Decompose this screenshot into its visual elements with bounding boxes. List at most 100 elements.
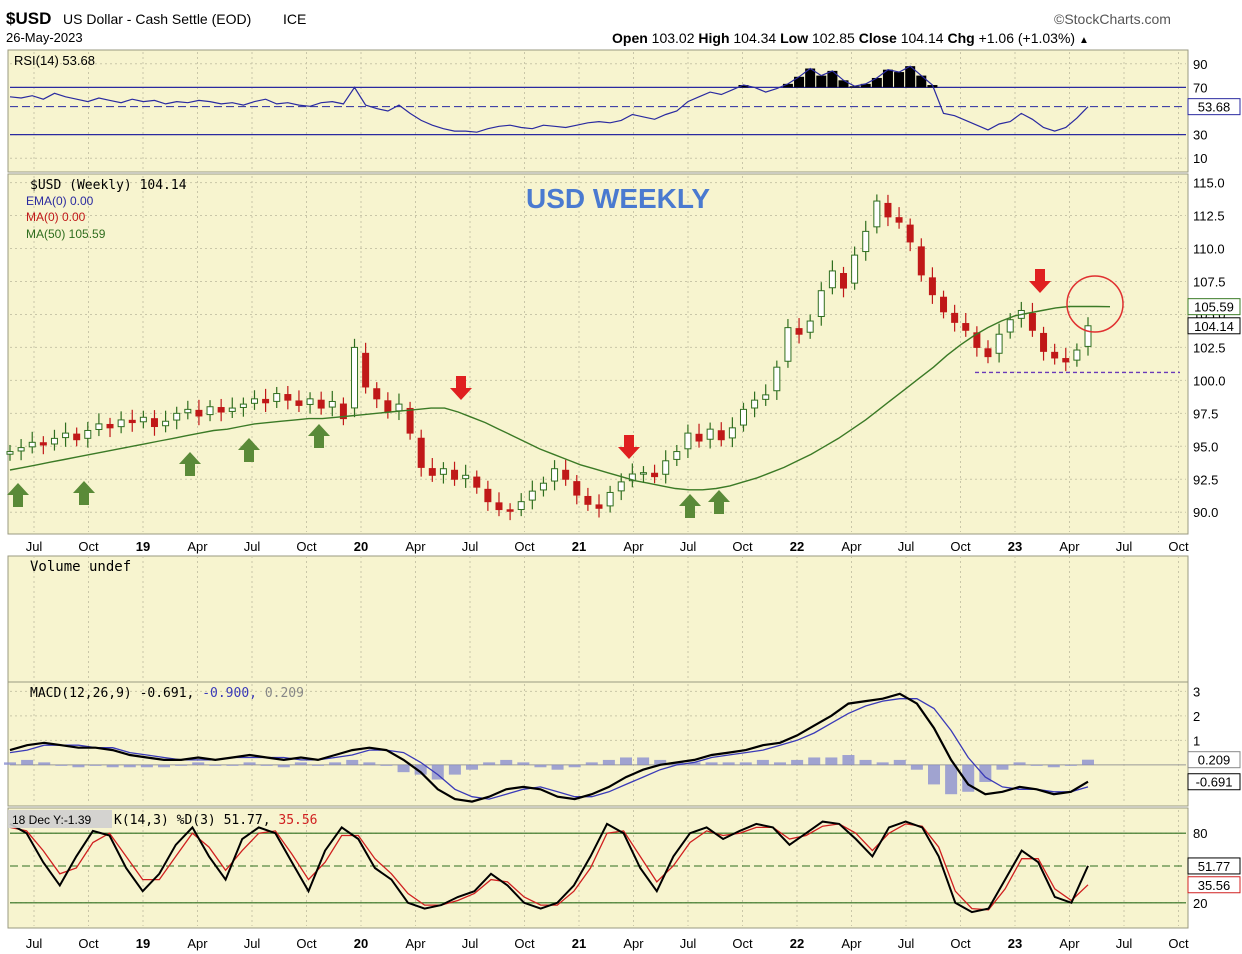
price-candle <box>6 451 14 455</box>
price-candle <box>962 323 970 331</box>
macd-last-label-box <box>1187 773 1241 791</box>
macd-histogram-bar <box>21 759 34 765</box>
macd-histogram-bar <box>294 762 307 765</box>
ma50-last-label-box <box>1187 298 1241 316</box>
macd-histogram-bar <box>55 764 68 766</box>
x-tick-label: Apr <box>841 936 862 951</box>
macd-histogram-bar <box>1047 764 1060 768</box>
y-tick-label: 90 <box>1193 57 1207 72</box>
price-candle <box>62 432 70 439</box>
rsi-overbought-fill <box>816 75 827 88</box>
rsi-overbought-fill <box>916 75 927 88</box>
price-candle <box>1084 325 1092 347</box>
x-tick-label: Oct <box>514 936 535 951</box>
macd-histogram-bar <box>910 764 923 770</box>
price-candle <box>1028 312 1036 331</box>
x-tick-label: Apr <box>405 539 426 554</box>
macd-histogram-bar <box>1082 759 1094 765</box>
y-tick-label: 70 <box>1193 80 1207 95</box>
price-candle <box>895 217 903 223</box>
x-tick-label: Apr <box>405 936 426 951</box>
macd-histogram-bar <box>1030 764 1043 766</box>
price-candle <box>739 408 747 426</box>
y-tick-label: 30 <box>1193 128 1207 143</box>
price-candle <box>928 277 936 296</box>
x-tick-label: Oct <box>732 936 753 951</box>
macd-histogram-bar <box>654 759 667 765</box>
macd-histogram-bar <box>158 764 170 768</box>
high-value: 104.34 <box>733 30 777 46</box>
stoch-k-line <box>9 820 1089 914</box>
rsi-overbought-fill <box>860 83 871 88</box>
close-value: 104.14 <box>900 30 944 46</box>
macd-histogram-bar <box>312 764 324 766</box>
price-candle <box>917 246 925 276</box>
macd-histogram-bar <box>568 764 581 768</box>
macd-histogram-bar <box>106 764 119 768</box>
price-candle <box>862 230 870 253</box>
rsi-overbought-fill <box>894 72 905 88</box>
y-tick-label: 107.5 <box>1193 274 1226 289</box>
low-value: 102.85 <box>812 30 855 46</box>
macd-histogram-bar <box>739 762 752 765</box>
macd-histogram-bar <box>996 764 1009 770</box>
source-credit[interactable]: ©StockCharts.com <box>1054 11 1171 27</box>
rsi-overbought-fill <box>782 83 793 88</box>
macd-histogram-bar <box>363 762 376 765</box>
stochastic-panel <box>7 807 1189 929</box>
x-tick-label: Oct <box>732 539 753 554</box>
ma50-line <box>9 305 1111 491</box>
price-candle <box>795 328 803 335</box>
high-label: High <box>698 30 730 46</box>
x-tick-label: Apr <box>841 539 862 554</box>
price-candle <box>428 468 436 476</box>
x-tick-label: 19 <box>136 539 150 554</box>
price-candle <box>595 504 603 509</box>
price-candle <box>495 502 503 511</box>
up-arrow-icon <box>308 424 330 448</box>
x-tick-label: Oct <box>296 539 317 554</box>
price-candle <box>50 437 58 445</box>
macd-histogram-bar <box>72 764 85 768</box>
x-tick-label: Jul <box>898 539 915 554</box>
x-tick-label: Oct <box>950 936 971 951</box>
price-candle <box>384 400 392 413</box>
symbol: $USD <box>6 9 52 28</box>
price-candle <box>139 416 147 423</box>
macd-histogram-bar <box>859 759 872 765</box>
macd-histogram-bar <box>260 764 273 766</box>
price-candle <box>217 407 225 413</box>
macd-histogram-bar <box>842 755 855 765</box>
price-candle <box>39 442 47 446</box>
rsi-overbought-fill <box>794 76 805 88</box>
stoch-d-label-box <box>1187 876 1241 894</box>
price-candle <box>106 423 114 429</box>
macd-histogram-bar <box>671 762 684 765</box>
macd-histogram-bar <box>585 762 598 765</box>
macd-histogram-bar <box>637 757 650 765</box>
low-label: Low <box>780 30 809 46</box>
macd-histogram-bar <box>774 762 786 765</box>
macd-histogram-bar <box>722 762 735 765</box>
highlight-circle <box>1066 275 1124 333</box>
price-candle <box>150 418 158 428</box>
price-candle <box>506 509 514 512</box>
y-tick-label: 20 <box>1193 896 1207 911</box>
rsi-overbought-fill <box>838 80 849 88</box>
x-tick-label: Oct <box>1168 539 1189 554</box>
x-tick-label: Jul <box>680 936 697 951</box>
x-tick-label: Jul <box>462 539 479 554</box>
x-tick-label: Jul <box>898 936 915 951</box>
x-tick-label: 22 <box>790 936 804 951</box>
macd-histogram-bar <box>979 764 992 782</box>
price-candle <box>984 348 992 358</box>
macd-histogram-bar <box>808 757 821 765</box>
macd-histogram-bar <box>1064 764 1077 766</box>
y-tick-label: 100.0 <box>1193 373 1226 388</box>
macd-histogram-bar <box>791 759 804 765</box>
price-candle <box>951 312 959 323</box>
rsi-overbought-fill <box>849 86 860 88</box>
x-tick-label: Jul <box>244 936 261 951</box>
ma0-legend: MA(0) 0.00 <box>26 210 86 224</box>
